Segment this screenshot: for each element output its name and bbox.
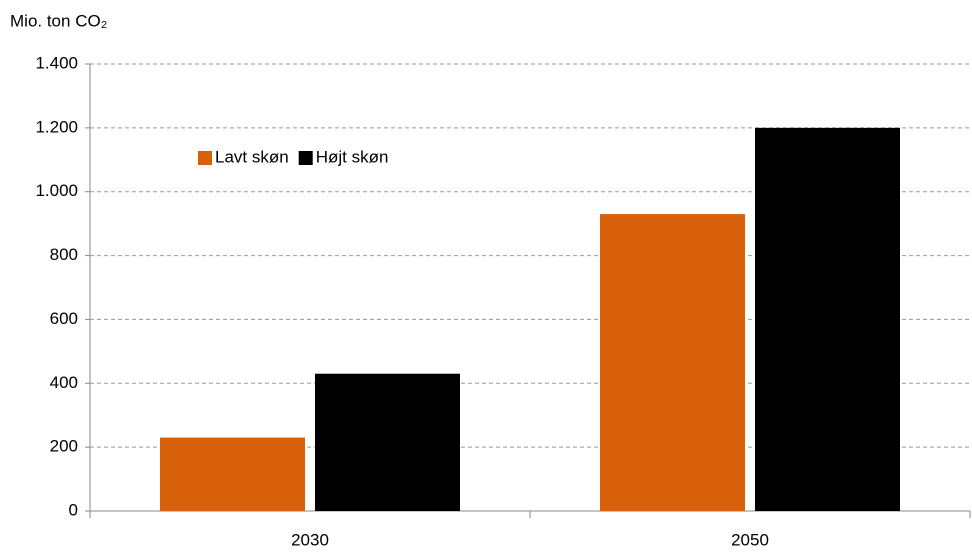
legend-label: Lavt skøn: [215, 147, 289, 166]
y-tick-label: 0: [69, 500, 78, 519]
y-tick-label: 1.200: [35, 117, 78, 136]
y-tick-label: 600: [50, 309, 78, 328]
x-tick-label: 2030: [291, 530, 329, 549]
legend-swatch: [298, 151, 313, 165]
bar: [315, 373, 460, 511]
legend-label: Højt skøn: [316, 147, 389, 166]
y-tick-label: 200: [50, 437, 78, 456]
bar: [600, 214, 745, 512]
x-tick-label: 2050: [731, 530, 769, 549]
bar: [160, 437, 305, 511]
y-tick-label: 1.000: [35, 181, 78, 200]
y-tick-label: 400: [50, 373, 78, 392]
y-tick-label: 1.400: [35, 53, 78, 72]
bar: [755, 127, 900, 511]
legend-swatch: [198, 151, 212, 165]
y-axis-label: Mio. ton CO₂: [10, 11, 107, 30]
y-tick-label: 800: [50, 245, 78, 264]
